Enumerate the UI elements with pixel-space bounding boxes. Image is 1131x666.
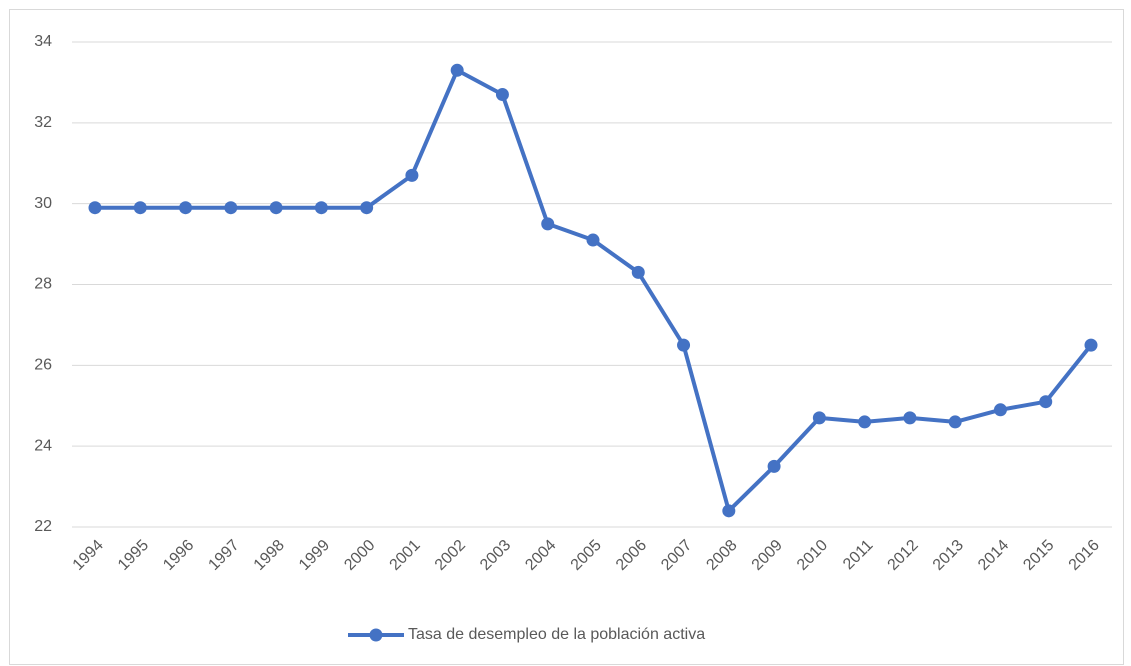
data-point: [1084, 338, 1098, 352]
y-tick-label: 30: [34, 195, 52, 212]
data-point: [812, 411, 826, 425]
data-point: [224, 201, 238, 215]
data-point: [133, 201, 147, 215]
y-tick-label: 34: [34, 33, 52, 50]
data-point: [88, 201, 102, 215]
data-point: [858, 415, 872, 429]
data-point: [179, 201, 193, 215]
y-tick-label: 28: [34, 276, 52, 293]
data-point: [586, 233, 600, 247]
data-point: [767, 459, 781, 473]
data-point: [903, 411, 917, 425]
y-tick-label: 24: [34, 437, 52, 454]
y-tick-label: 26: [34, 357, 52, 374]
data-point: [722, 504, 736, 518]
legend-label: Tasa de desempleo de la población activa: [408, 626, 705, 643]
data-point: [677, 338, 691, 352]
y-tick-label: 22: [34, 518, 52, 535]
data-point: [495, 88, 509, 102]
data-point: [314, 201, 328, 215]
data-point: [541, 217, 555, 231]
data-point: [948, 415, 962, 429]
data-point: [631, 265, 645, 279]
data-point: [269, 201, 283, 215]
legend-marker: [369, 628, 383, 642]
data-point: [1039, 395, 1053, 409]
data-point: [405, 168, 419, 182]
data-point: [993, 403, 1007, 417]
y-tick-label: 32: [34, 114, 52, 131]
data-point: [450, 63, 464, 77]
chart-border: [9, 9, 1124, 665]
data-point: [360, 201, 374, 215]
